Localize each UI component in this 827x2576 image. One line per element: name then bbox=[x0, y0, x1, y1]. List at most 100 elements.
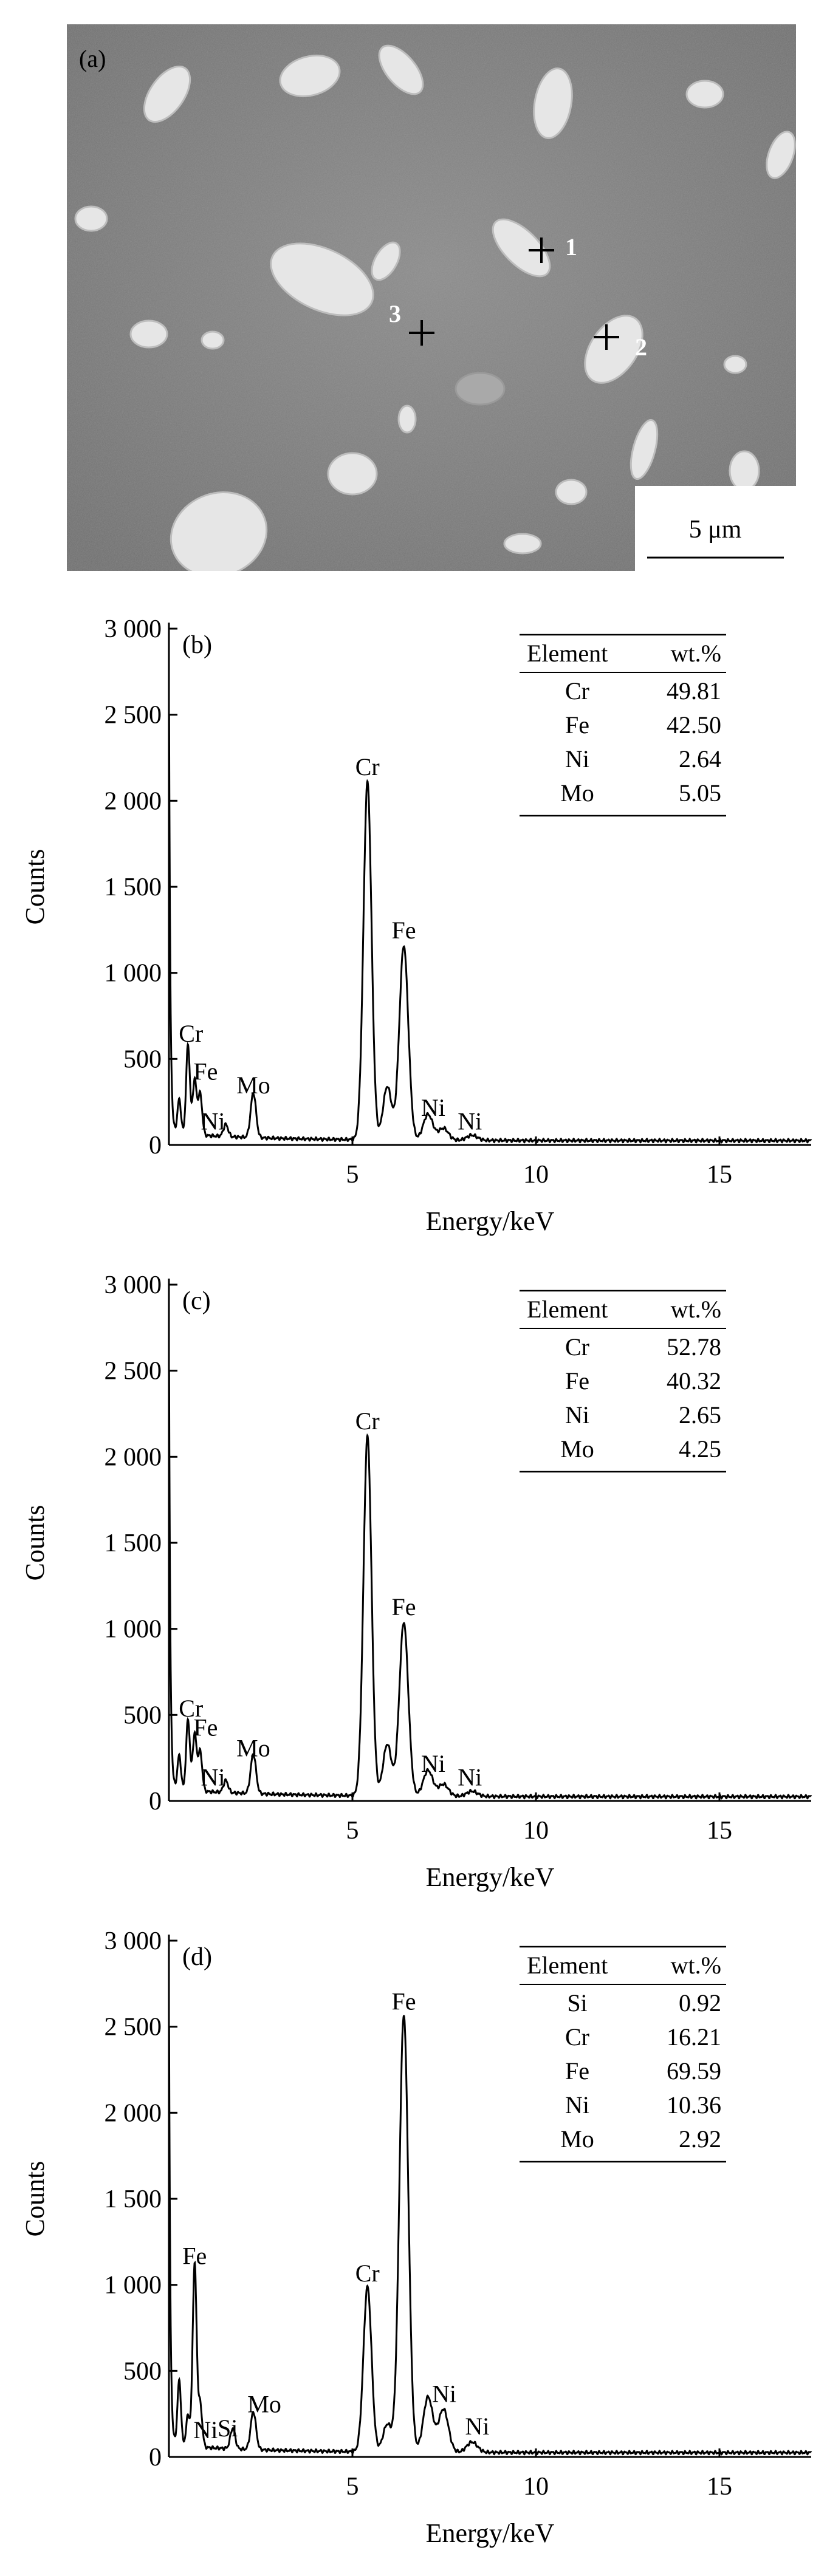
table-cell-element: Ni bbox=[565, 2091, 589, 2119]
table-cell-element: Si bbox=[567, 1989, 587, 2017]
x-axis-label: Energy/keV bbox=[426, 1862, 555, 1892]
peak-label: Mo bbox=[236, 1734, 270, 1761]
point-label-3: 3 bbox=[389, 300, 401, 327]
eds-spectrum-d: 0 500 1 000 1 500 2 000 2 500 3 000 5 10 15 Energy… bbox=[0, 1913, 827, 2569]
sem-panel-label: (a) bbox=[79, 45, 106, 72]
y-tick-label: 3 000 bbox=[105, 615, 162, 643]
peak-label: Ni bbox=[432, 2380, 456, 2407]
y-tick-label: 2 000 bbox=[105, 2099, 162, 2127]
y-tick-label: 2 000 bbox=[105, 787, 162, 815]
table-cell-value: 10.36 bbox=[667, 2091, 721, 2119]
table-header-wt: wt.% bbox=[671, 1296, 721, 1323]
peak-label: Fe bbox=[193, 1713, 218, 1741]
table-cell-element: Fe bbox=[565, 711, 589, 739]
measurement-point-3: 3 bbox=[389, 300, 434, 346]
point-label-2: 2 bbox=[635, 333, 647, 361]
peak-label: Cr bbox=[179, 1020, 203, 1047]
composition-table: Element wt.% Cr 52.78 Fe 40.32 Ni 2.65 Mo 4.25 bbox=[520, 1290, 726, 1473]
spectrum-line bbox=[168, 1370, 812, 1800]
y-tick-label: 1 000 bbox=[105, 2272, 162, 2300]
peak-label: Ni bbox=[458, 1108, 482, 1135]
table-cell-value: 40.32 bbox=[667, 1367, 721, 1395]
peak-label: Fe bbox=[392, 1987, 416, 2015]
peak-label: Cr bbox=[355, 2260, 380, 2287]
y-axis-label: Counts bbox=[20, 849, 50, 925]
panel-label: (d) bbox=[182, 1943, 212, 1971]
peak-label: Fe bbox=[392, 1593, 416, 1621]
table-cell-element: Ni bbox=[565, 745, 589, 773]
table-cell-value: 2.64 bbox=[679, 745, 721, 773]
x-tick-label: 15 bbox=[707, 2473, 732, 2501]
point-label-1: 1 bbox=[565, 233, 577, 261]
peak-label: Cr bbox=[355, 753, 380, 781]
table-cell-element: Mo bbox=[560, 779, 594, 807]
y-tick-label: 500 bbox=[123, 1701, 162, 1729]
y-tick-label: 2 500 bbox=[105, 702, 162, 729]
peak-label: Ni bbox=[201, 1764, 225, 1791]
y-axis-label: Counts bbox=[20, 1505, 50, 1581]
table-cell-value: 42.50 bbox=[667, 711, 721, 739]
table-cell-value: 16.21 bbox=[667, 2023, 721, 2051]
table-cell-value: 2.92 bbox=[679, 2125, 721, 2153]
scale-bar-label: 5 μm bbox=[689, 516, 742, 544]
x-tick-label: 5 bbox=[346, 1161, 359, 1189]
y-tick-label: 500 bbox=[123, 1045, 162, 1073]
peak-label: Fe bbox=[193, 1057, 218, 1085]
y-tick-label: 1 000 bbox=[105, 960, 162, 988]
spectrum-line bbox=[168, 714, 812, 1144]
x-tick-label: 5 bbox=[346, 1817, 359, 1845]
panel-label: (c) bbox=[182, 1287, 211, 1315]
y-tick-label: 0 bbox=[149, 1788, 162, 1816]
table-cell-element: Cr bbox=[565, 2023, 589, 2051]
table-cell-element: Fe bbox=[565, 1367, 589, 1395]
table-cell-element: Cr bbox=[565, 677, 589, 705]
peak-label: Mo bbox=[247, 2390, 281, 2417]
table-cell-value: 69.59 bbox=[667, 2057, 721, 2085]
y-tick-label: 3 000 bbox=[105, 1927, 162, 1955]
table-cell-element: Mo bbox=[560, 2125, 594, 2153]
panel-label: (b) bbox=[182, 631, 212, 659]
table-cell-value: 0.92 bbox=[679, 1989, 721, 2017]
peak-label: Fe bbox=[392, 917, 416, 944]
table-cell-value: 52.78 bbox=[667, 1333, 721, 1361]
table-cell-element: Fe bbox=[565, 2057, 589, 2085]
measurement-point-1: 1 bbox=[529, 233, 577, 263]
table-cell-element: Cr bbox=[565, 1333, 589, 1361]
y-tick-label: 0 bbox=[149, 1132, 162, 1160]
x-axis-label: Energy/keV bbox=[426, 2518, 555, 2548]
x-tick-label: 10 bbox=[523, 1161, 549, 1189]
y-tick-label: 0 bbox=[149, 2444, 162, 2472]
y-tick-label: 2 500 bbox=[105, 2014, 162, 2041]
composition-table: Element wt.% Cr 49.81 Fe 42.50 Ni 2.64 Mo 5.05 bbox=[520, 634, 726, 817]
table-header-element: Element bbox=[527, 1296, 608, 1323]
x-tick-label: 10 bbox=[523, 2473, 549, 2501]
table-cell-value: 5.05 bbox=[679, 779, 721, 807]
table-header-wt: wt.% bbox=[671, 1952, 721, 1979]
measurement-point-2: 2 bbox=[594, 324, 647, 361]
peak-label: Ni bbox=[193, 2416, 218, 2444]
y-tick-label: 3 000 bbox=[105, 1271, 162, 1299]
table-cell-element: Mo bbox=[560, 1435, 594, 1463]
eds-spectrum-c: 0 500 1 000 1 500 2 000 2 500 3 000 5 10 15 Energy… bbox=[0, 1257, 827, 1913]
peak-label: Si bbox=[218, 2414, 238, 2442]
y-tick-label: 1 500 bbox=[105, 1529, 162, 1557]
y-tick-label: 2 000 bbox=[105, 1443, 162, 1471]
scale-bar: 5 μm bbox=[635, 486, 796, 571]
precipitate-particles bbox=[74, 44, 796, 578]
peak-label: Cr bbox=[355, 1407, 380, 1435]
table-header-element: Element bbox=[527, 640, 608, 667]
peak-label: Ni bbox=[421, 1750, 445, 1777]
eds-spectrum-b: 0 500 1 000 1 500 2 000 2 500 3 000 5 10 15 Energy… bbox=[0, 601, 827, 1257]
table-header-wt: wt.% bbox=[671, 640, 721, 667]
sem-micrograph: (a) 1 2 3 5 μm bbox=[67, 24, 796, 578]
peak-label: Ni bbox=[201, 1108, 225, 1135]
x-tick-label: 10 bbox=[523, 1817, 549, 1845]
composition-table: Element wt.% Si 0.92 Cr 16.21 Fe 69.59 Ni 10.36 Mo… bbox=[520, 1946, 726, 2163]
table-cell-value: 2.65 bbox=[679, 1401, 721, 1429]
x-tick-label: 5 bbox=[346, 2473, 359, 2501]
y-axis-label: Counts bbox=[20, 2161, 50, 2237]
peak-label: Ni bbox=[421, 1094, 445, 1121]
table-cell-element: Ni bbox=[565, 1401, 589, 1429]
spectrum-line bbox=[168, 2015, 812, 2456]
table-cell-value: 49.81 bbox=[667, 677, 721, 705]
